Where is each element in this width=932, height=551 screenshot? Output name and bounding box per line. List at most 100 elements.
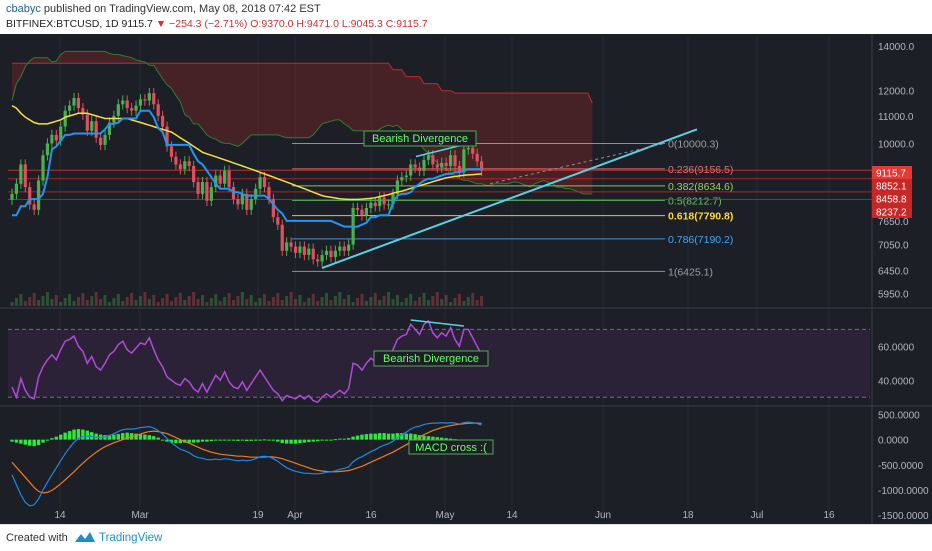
x-axis-tick-label: 19 xyxy=(252,510,264,521)
macd-histogram-bar xyxy=(258,439,262,441)
macd-histogram-bar xyxy=(386,433,391,440)
candle-body xyxy=(23,164,27,188)
macd-histogram-bar xyxy=(236,439,240,441)
macd-histogram-bar xyxy=(289,439,293,444)
rsi-axis-tick-label: 60.0000 xyxy=(878,342,915,353)
candle-body xyxy=(209,187,213,201)
candle-body xyxy=(28,187,32,205)
candle-body xyxy=(444,162,448,166)
candle-body xyxy=(147,93,151,101)
macd-histogram-bar xyxy=(245,439,249,442)
tradingview-brand[interactable]: TradingView xyxy=(99,532,163,544)
candle-body xyxy=(347,244,351,251)
volume-bar xyxy=(356,298,360,306)
macd-histogram-bar xyxy=(134,433,138,440)
volume-bar xyxy=(23,301,27,306)
volume-bar xyxy=(404,298,408,306)
volume-bar xyxy=(267,301,271,306)
candle-body xyxy=(41,155,45,181)
price-axis-tick-label: 7650.0 xyxy=(878,217,909,228)
price-tag-label: 9115.7 xyxy=(876,169,906,180)
macd-histogram-bar xyxy=(112,434,116,440)
macd-histogram-bar xyxy=(156,437,160,440)
volume-bar xyxy=(320,297,324,306)
candle-body xyxy=(453,155,457,166)
volume-bar xyxy=(214,294,218,306)
candle-body xyxy=(19,164,23,184)
volume-bar xyxy=(475,300,479,306)
volume-bar xyxy=(351,302,355,306)
volume-bar xyxy=(76,297,80,306)
candle-body xyxy=(76,98,81,109)
volume-bar xyxy=(223,297,227,306)
volume-bar xyxy=(307,298,311,306)
macd-histogram-bar xyxy=(174,439,178,444)
macd-histogram-bar xyxy=(76,429,81,440)
fib-level-label: 0.382(8634.6) xyxy=(668,181,733,193)
kumo-cloud xyxy=(12,51,593,194)
candle-body xyxy=(205,182,209,201)
price-tag-box xyxy=(872,192,912,205)
candle-body xyxy=(10,193,14,200)
candle-body xyxy=(364,207,368,216)
macd-histogram-bar xyxy=(196,439,200,443)
macd-histogram-bar xyxy=(85,430,90,440)
candle-body xyxy=(369,202,373,208)
candle-body xyxy=(143,99,147,101)
x-axis-tick-label: 18 xyxy=(682,510,694,521)
macd-histogram-bar xyxy=(222,439,227,441)
btcusd-chart[interactable]: 14 Mar 19 Apr 16 May 14 Jun 18 Jul 160(10000.3)0.2… xyxy=(0,34,932,524)
volume-bar xyxy=(457,294,461,306)
macd-histogram-bar xyxy=(240,439,245,441)
volume-bar xyxy=(85,300,89,306)
candle-body xyxy=(134,105,138,111)
macd-histogram-bar xyxy=(293,439,298,444)
candle-body xyxy=(99,137,103,145)
candle-body xyxy=(218,175,222,184)
price-axis-tick-label: 14000.0 xyxy=(878,42,915,53)
x-axis-tick-label: 16 xyxy=(365,510,377,521)
volume-bar xyxy=(480,296,484,306)
price-axis-tick-label: 12000.0 xyxy=(878,87,915,98)
macd-signal-line xyxy=(11,422,482,494)
macd-histogram-bar xyxy=(413,434,417,440)
chart-header: cbabyc published on TradingView.com, May… xyxy=(0,0,932,34)
macd-histogram-bar xyxy=(267,439,271,441)
created-with-text: Created with xyxy=(6,532,68,544)
macd-histogram-bar xyxy=(205,439,209,442)
macd-histogram-bar xyxy=(165,439,169,442)
rsi-axis-tick-label: 40.0000 xyxy=(878,376,915,387)
volume-bar xyxy=(178,293,182,306)
candle-body xyxy=(262,177,267,188)
candle-body xyxy=(245,193,249,210)
price-axis-tick-label: 7050.0 xyxy=(878,241,909,252)
volume-bar xyxy=(249,295,253,306)
volume-bar xyxy=(121,301,125,306)
candle-body xyxy=(426,155,431,160)
candle-body xyxy=(267,187,271,200)
candle-body xyxy=(107,122,112,135)
candle-body xyxy=(125,100,129,109)
macd-histogram-bar xyxy=(315,439,320,442)
macd-histogram-bar xyxy=(360,434,364,440)
x-axis-tick-label: Jun xyxy=(595,510,611,521)
candle-body xyxy=(373,202,377,207)
price-change: ▼ −254.3 (−2.71%) xyxy=(155,18,248,30)
macd-histogram-bar xyxy=(276,439,280,442)
macd-histogram-bar xyxy=(67,431,72,440)
chart-footer: Created with TradingView xyxy=(0,524,932,551)
macd-histogram-bar xyxy=(160,439,165,441)
volume-bar xyxy=(440,299,444,306)
price-axis-panel xyxy=(872,34,932,524)
annotation-bearish-divergence-rsi: Bearish Divergence xyxy=(383,353,479,365)
cloud-span-b xyxy=(12,62,593,104)
candle-body xyxy=(67,105,72,111)
annotation-box xyxy=(408,439,494,455)
price-tag-label: 8237.2 xyxy=(876,208,907,219)
macd-histogram-bar xyxy=(72,429,76,440)
publisher-name[interactable]: cbabyc xyxy=(6,3,41,15)
macd-histogram-bar xyxy=(36,439,41,446)
macd-histogram-bar xyxy=(373,433,377,440)
volume-bar xyxy=(285,296,289,306)
macd-histogram-bar xyxy=(138,434,143,440)
